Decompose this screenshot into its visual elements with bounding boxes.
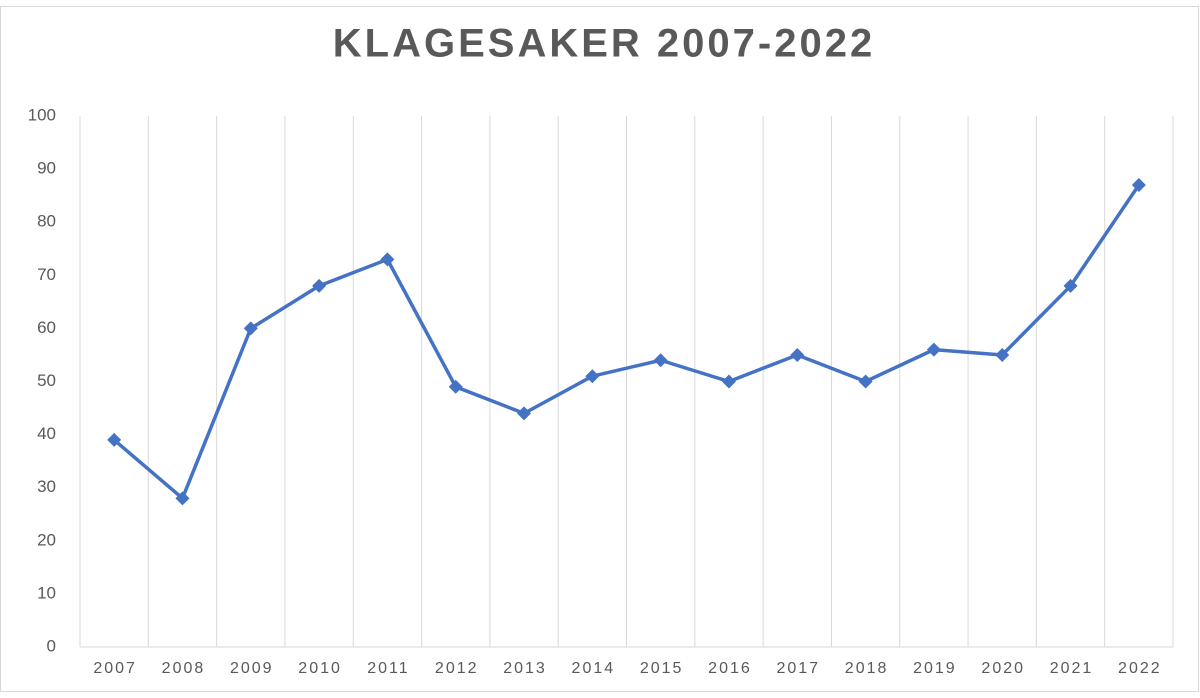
marker — [858, 374, 873, 389]
y-tick-label: 40 — [37, 424, 56, 443]
chart-border — [0, 6, 1199, 692]
marker — [585, 369, 600, 384]
marker — [1131, 178, 1146, 193]
x-tick-label: 2011 — [367, 660, 409, 677]
marker — [243, 321, 258, 336]
x-tick-label: 2010 — [298, 660, 342, 677]
marker — [926, 342, 941, 357]
y-tick-label: 0 — [47, 636, 56, 655]
marker — [107, 432, 122, 447]
line-series — [113, 184, 1141, 501]
x-tick-label: 2018 — [845, 660, 889, 677]
y-tick-label: 90 — [37, 159, 56, 178]
marker — [721, 374, 736, 389]
x-tick-label: 2019 — [913, 660, 957, 677]
y-tick-label: 100 — [28, 105, 56, 124]
x-tick-label: 2014 — [572, 660, 616, 677]
y-tick-label: 80 — [37, 212, 56, 231]
x-tick-label: 2016 — [708, 660, 752, 677]
x-tick-label: 2020 — [981, 660, 1025, 677]
y-tick-label: 60 — [37, 318, 56, 337]
marker — [448, 379, 463, 394]
x-tick-label: 2017 — [776, 660, 820, 677]
marker — [995, 347, 1010, 362]
x-tick-label: 2012 — [435, 660, 479, 677]
y-tick-label: 70 — [37, 265, 56, 284]
marker — [380, 252, 395, 267]
x-tick-label: 2021 — [1050, 660, 1094, 677]
x-tick-label: 2009 — [230, 660, 274, 677]
marker — [653, 353, 668, 368]
marker — [312, 278, 327, 293]
x-tick-label: 2022 — [1118, 660, 1162, 677]
marker — [1063, 278, 1078, 293]
x-tick-label: 2008 — [162, 660, 206, 677]
y-tick-label: 30 — [37, 477, 56, 496]
y-tick-label: 10 — [37, 583, 56, 602]
y-tick-label: 50 — [37, 371, 56, 390]
marker — [790, 347, 805, 362]
x-tick-label: 2013 — [503, 660, 547, 677]
x-tick-label: 2015 — [640, 660, 684, 677]
x-tick-label: 2007 — [93, 660, 137, 677]
chart-title: KLAGESAKER 2007-2022 — [333, 22, 875, 66]
marker — [517, 406, 532, 421]
y-tick-label: 20 — [37, 530, 56, 549]
marker — [175, 491, 190, 506]
